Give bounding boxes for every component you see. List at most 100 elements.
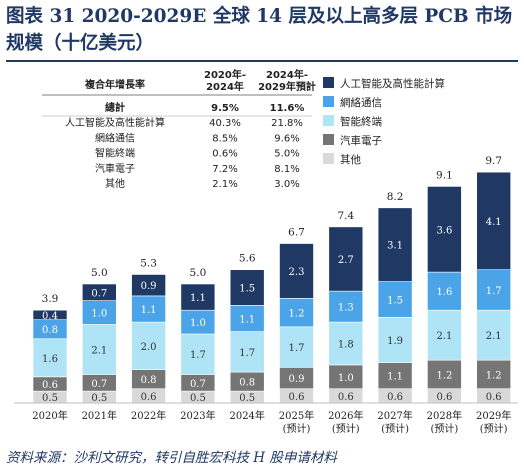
bar-segment [32, 309, 68, 320]
bar-segment [279, 326, 314, 368]
segment-value-label: 1.9 [387, 336, 403, 347]
x-tick-label: 2028年 [427, 409, 462, 422]
x-tick-label: 2024年 [229, 409, 264, 422]
x-tick-label: (预计) [283, 422, 311, 435]
total-value-label: 9.1 [436, 169, 453, 181]
segment-value-label: 1.1 [190, 293, 206, 304]
segment-value-label: 1.7 [289, 343, 305, 354]
x-tick-label: 2020年 [32, 409, 67, 422]
bar-segment [476, 359, 512, 390]
table-cell: 7.2% [212, 164, 237, 175]
table-cell: 8.1% [274, 164, 299, 175]
bar-segment [377, 207, 413, 282]
segment-value-label: 0.5 [42, 393, 58, 404]
table-cell: 2.1% [212, 179, 237, 190]
x-tick-label: 2022年 [131, 409, 166, 422]
segment-value-label: 1.5 [387, 295, 403, 306]
total-value-label: 5.0 [190, 267, 207, 279]
segment-value-label: 0.6 [42, 380, 58, 391]
x-tick-label: (预计) [480, 422, 508, 435]
segment-value-label: 2.7 [338, 255, 354, 266]
table-header: 複合年增長率 [84, 78, 145, 91]
segment-value-label: 1.1 [141, 305, 157, 316]
segment-value-label: 2.1 [486, 331, 502, 342]
bar-segment [279, 297, 314, 328]
bar-segment [328, 226, 364, 292]
segment-value-label: 0.7 [190, 379, 206, 390]
bar-segment [229, 269, 265, 306]
segment-value-label: 1.2 [289, 309, 305, 320]
segment-value-label: 0.7 [91, 288, 107, 299]
x-tick-labels: 2020年 2021年 2022年 2023年 2024年 2025年(预计)2026年(… [32, 409, 511, 435]
x-tick-label: 2029年 [476, 409, 511, 422]
segment-value-label: 0.9 [289, 374, 305, 385]
segment-value-label: 0.6 [387, 392, 403, 403]
segment-value-label: 2.0 [141, 342, 157, 353]
figure-title: 图表 31 2020-2029E 全球 14 层及以上高多层 PCB 市场规模（… [6, 6, 513, 54]
bar-segment [476, 309, 512, 361]
total-value-label: 5.6 [239, 253, 256, 265]
segment-value-label: 1.8 [338, 340, 354, 351]
table-cell: 11.6% [270, 103, 305, 114]
title-divider [6, 60, 518, 62]
segment-value-label: 0.8 [239, 378, 255, 389]
table-cell: 5.0% [274, 149, 299, 160]
table-header: 2024年- [266, 68, 308, 81]
legend-swatch [323, 96, 334, 107]
segment-value-label: 2.3 [289, 267, 305, 278]
segment-value-label: 1.0 [91, 309, 107, 320]
segment-value-label: 0.5 [91, 393, 107, 404]
segment-value-label: 4.1 [486, 217, 502, 228]
x-tick-label: (预计) [381, 422, 409, 435]
segment-value-label: 1.5 [239, 284, 255, 295]
bar-segment [279, 243, 314, 299]
bar-segment [377, 362, 413, 390]
x-tick-label: (预计) [430, 422, 458, 435]
segment-value-label: 0.6 [436, 392, 452, 403]
legend-label: 人工智能及高性能計算 [340, 77, 445, 90]
bar-segment [328, 290, 364, 323]
segment-value-label: 0.9 [141, 281, 157, 292]
x-tick-label: 2027年 [377, 409, 412, 422]
segment-value-label: 1.7 [486, 286, 502, 297]
segment-value-label: 0.7 [91, 379, 107, 390]
table-cell: 3.0% [274, 179, 299, 190]
legend-swatch [323, 77, 334, 88]
total-value-label: 5.0 [91, 267, 108, 279]
bar-segment [229, 331, 265, 373]
segment-value-label: 3.1 [387, 241, 403, 252]
legend-label: 其他 [340, 153, 361, 166]
table-header: 2029年預計 [258, 80, 316, 93]
x-tick-label: 2026年 [328, 409, 363, 422]
segment-value-label: 1.0 [338, 373, 354, 384]
segment-value-label: 1.7 [239, 348, 255, 359]
legend-swatch [323, 115, 334, 126]
table-header: 2024年 [206, 80, 244, 93]
segment-value-label: 1.6 [42, 354, 58, 365]
table-header: 2020年- [204, 68, 246, 81]
segment-value-label: 0.4 [42, 311, 58, 322]
segment-value-label: 1.3 [338, 303, 354, 314]
bar-segment [82, 283, 117, 301]
table-cell: 0.6% [212, 149, 237, 160]
segment-value-label: 0.8 [42, 325, 58, 336]
total-value-label: 8.2 [387, 191, 404, 203]
bar-segment [427, 186, 462, 273]
bar-segment [377, 281, 413, 318]
bar-segment [32, 338, 68, 378]
bar-segment [180, 333, 216, 375]
legend-swatch [323, 134, 334, 145]
bar-segment [229, 305, 265, 332]
segment-value-label: 1.7 [190, 350, 206, 361]
segment-value-label: 0.8 [141, 375, 157, 386]
bar-segment [476, 269, 512, 311]
segment-value-label: 0.6 [141, 392, 157, 403]
total-labels: 3.9 5.0 5.3 5.0 5.6 6.7 7.4 8.2 9.1 9.7 [42, 155, 502, 305]
segment-value-label: 1.1 [387, 372, 403, 383]
x-tick-label: 2023年 [180, 409, 215, 422]
table-row-label: 總計 [105, 101, 125, 114]
table-row-label: 人工智能及高性能計算 [65, 116, 165, 129]
